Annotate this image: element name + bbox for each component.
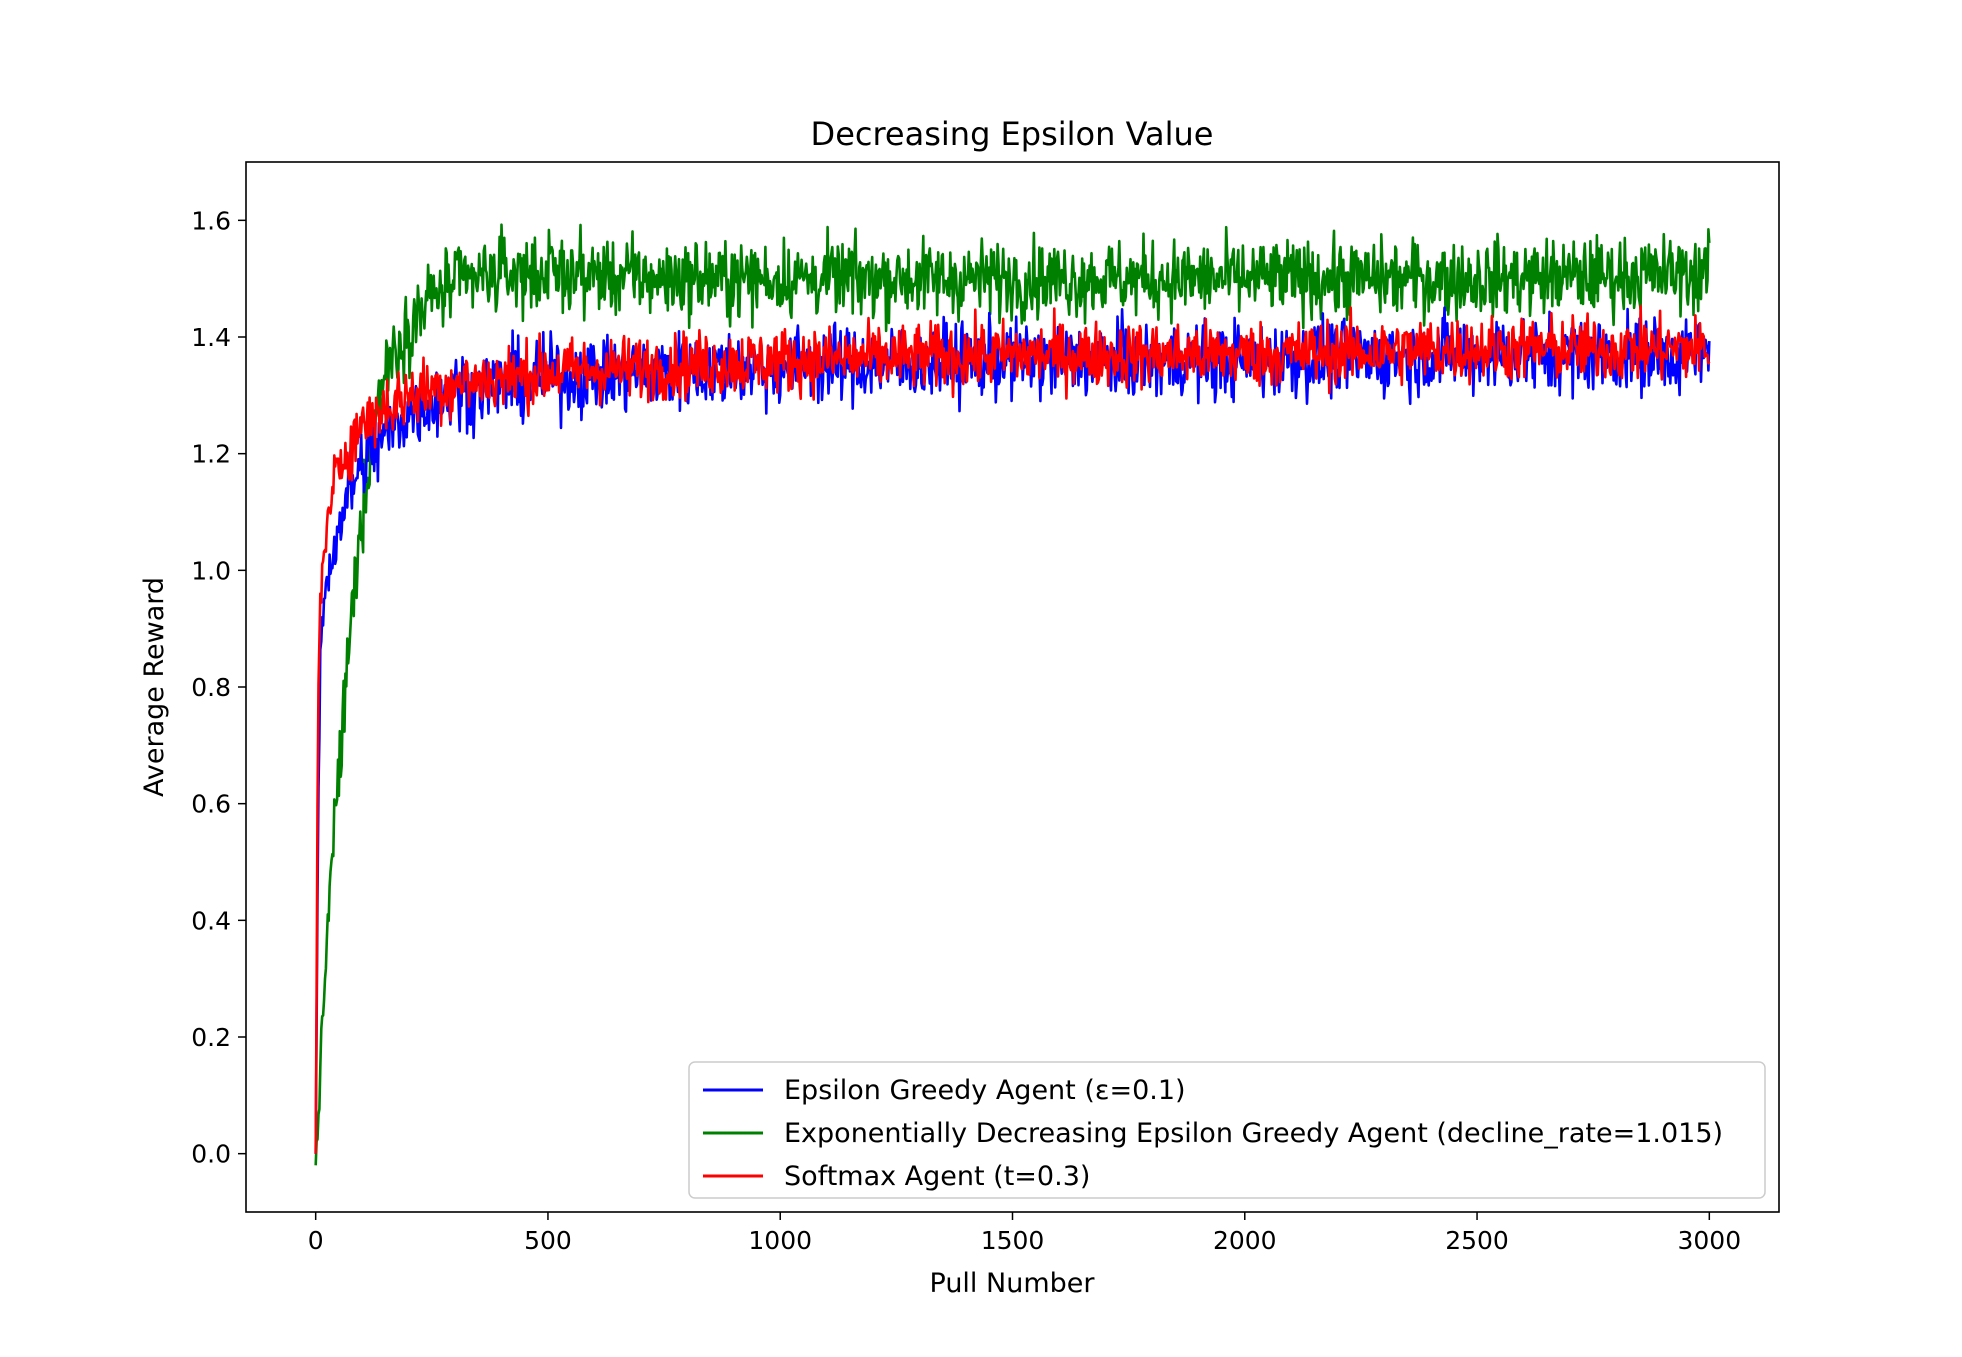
- y-tick-label: 0.6: [191, 790, 231, 819]
- x-tick-label: 2000: [1213, 1226, 1277, 1255]
- x-tick-label: 2500: [1445, 1226, 1509, 1255]
- series-line-2: [314, 304, 1711, 1154]
- legend-label-0: Epsilon Greedy Agent (ε=0.1): [784, 1075, 1186, 1106]
- legend-label-1: Exponentially Decreasing Epsilon Greedy …: [784, 1118, 1723, 1149]
- y-axis-label: Average Reward: [139, 577, 170, 797]
- x-tick-label: 1000: [748, 1226, 812, 1255]
- series-line-1: [314, 223, 1711, 1166]
- y-tick-label: 1.2: [191, 440, 231, 469]
- series-layer: [314, 223, 1711, 1166]
- chart-title: Decreasing Epsilon Value: [811, 115, 1214, 153]
- x-tick-label: 3000: [1678, 1226, 1742, 1255]
- y-axis: 0.0 0.2 0.4 0.6 0.8 1.0 1.2 1.4 1.6: [191, 206, 246, 1169]
- x-tick-label: 500: [524, 1226, 572, 1255]
- y-tick-label: 0.0: [191, 1140, 231, 1169]
- x-axis: 0 500 1000 1500 2000 2500 3000: [308, 1212, 1741, 1255]
- y-tick-label: 1.0: [191, 556, 231, 585]
- y-tick-label: 1.6: [191, 206, 231, 235]
- x-tick-label: 1500: [981, 1226, 1045, 1255]
- legend: Epsilon Greedy Agent (ε=0.1) Exponentiall…: [688, 1061, 1766, 1199]
- legend-box: [688, 1061, 1766, 1199]
- y-tick-label: 1.4: [191, 323, 231, 352]
- y-tick-label: 0.2: [191, 1023, 231, 1052]
- y-tick-label: 0.4: [191, 906, 231, 935]
- x-tick-label: 0: [308, 1226, 324, 1255]
- y-tick-label: 0.8: [191, 673, 231, 702]
- x-axis-label: Pull Number: [930, 1268, 1096, 1299]
- legend-label-2: Softmax Agent (t=0.3): [784, 1161, 1090, 1192]
